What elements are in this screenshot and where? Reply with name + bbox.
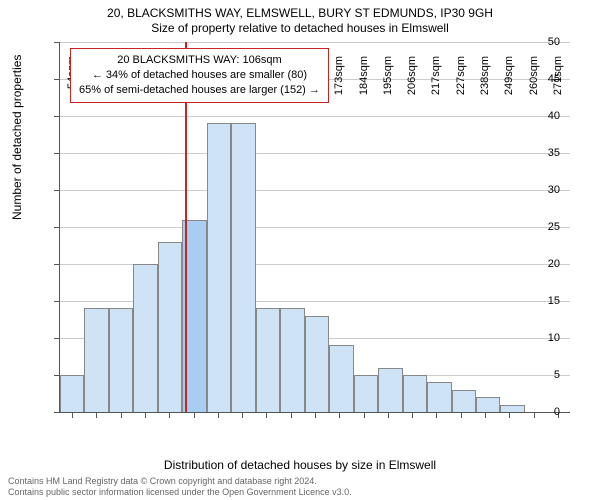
y-tick <box>54 338 60 339</box>
x-tick-label: 260sqm <box>528 56 540 95</box>
x-ticks <box>60 412 570 420</box>
y-tick-label: 35 <box>548 147 560 159</box>
x-tick <box>364 412 365 418</box>
x-tick <box>315 412 316 418</box>
bar <box>378 368 402 412</box>
footer-line-2: Contains public sector information licen… <box>8 487 352 498</box>
x-tick-label: 195sqm <box>382 56 394 95</box>
info-box: 20 BLACKSMITHS WAY: 106sqm ← 34% of deta… <box>70 48 329 103</box>
info-line-1: 20 BLACKSMITHS WAY: 106sqm <box>79 53 320 68</box>
title-block: 20, BLACKSMITHS WAY, ELMSWELL, BURY ST E… <box>0 0 600 35</box>
x-tick <box>242 412 243 418</box>
y-tick-label: 10 <box>548 332 560 344</box>
x-tick <box>388 412 389 418</box>
x-tick <box>218 412 219 418</box>
bar <box>231 123 255 412</box>
x-tick <box>291 412 292 418</box>
x-tick-label: 227sqm <box>455 56 467 95</box>
bar <box>476 397 500 412</box>
info-line-3: 65% of semi-detached houses are larger (… <box>79 83 320 98</box>
y-tick <box>54 153 60 154</box>
x-tick <box>509 412 510 418</box>
bar <box>354 375 378 412</box>
y-tick <box>54 301 60 302</box>
y-tick-label: 5 <box>554 369 560 381</box>
bar <box>427 382 451 412</box>
bar <box>280 308 304 412</box>
x-axis-title: Distribution of detached houses by size … <box>0 458 600 472</box>
x-tick-label: 173sqm <box>333 56 345 95</box>
title-sub: Size of property relative to detached ho… <box>0 21 600 35</box>
chart-area: 05101520253035404550 54sqm65sqm76sqm87sq… <box>60 42 570 412</box>
info-line-2: ← 34% of detached houses are smaller (80… <box>79 68 320 83</box>
x-tick <box>436 412 437 418</box>
y-tick-label: 30 <box>548 184 560 196</box>
y-tick <box>54 79 60 80</box>
y-tick <box>54 42 60 43</box>
y-ticks <box>52 42 60 412</box>
x-tick <box>169 412 170 418</box>
y-tick <box>54 375 60 376</box>
x-tick <box>485 412 486 418</box>
y-axis-title: Number of detached properties <box>10 55 24 220</box>
y-tick-label: 25 <box>548 221 560 233</box>
footer: Contains HM Land Registry data © Crown c… <box>8 476 352 499</box>
y-tick-label: 40 <box>548 110 560 122</box>
bar <box>207 123 231 412</box>
bar <box>158 242 182 412</box>
x-tick-label: 249sqm <box>503 56 515 95</box>
x-tick <box>145 412 146 418</box>
y-tick-label: 50 <box>548 36 560 48</box>
bar <box>305 316 329 412</box>
x-tick <box>121 412 122 418</box>
footer-line-1: Contains HM Land Registry data © Crown c… <box>8 476 352 487</box>
bar <box>109 308 133 412</box>
plot-region: 05101520253035404550 54sqm65sqm76sqm87sq… <box>60 42 570 412</box>
x-tick <box>534 412 535 418</box>
x-tick <box>412 412 413 418</box>
x-tick-label: 217sqm <box>430 56 442 95</box>
x-tick <box>194 412 195 418</box>
y-tick-label: 15 <box>548 295 560 307</box>
x-tick <box>461 412 462 418</box>
x-tick <box>72 412 73 418</box>
title-main: 20, BLACKSMITHS WAY, ELMSWELL, BURY ST E… <box>0 6 600 20</box>
y-tick-label: 0 <box>554 406 560 418</box>
y-tick <box>54 264 60 265</box>
x-tick-label: 184sqm <box>358 56 370 95</box>
x-tick <box>96 412 97 418</box>
x-tick <box>266 412 267 418</box>
bar <box>84 308 108 412</box>
x-tick-label: 206sqm <box>406 56 418 95</box>
y-tick <box>54 190 60 191</box>
y-tick <box>54 116 60 117</box>
y-tick-label: 20 <box>548 258 560 270</box>
bar <box>256 308 280 412</box>
y-tick <box>54 227 60 228</box>
x-tick-label: 271sqm <box>552 56 564 95</box>
bar <box>403 375 427 412</box>
bar <box>133 264 157 412</box>
bar <box>60 375 84 412</box>
bar <box>500 405 524 412</box>
x-tick <box>339 412 340 418</box>
x-tick-label: 238sqm <box>479 56 491 95</box>
bar <box>329 345 353 412</box>
bar <box>452 390 476 412</box>
